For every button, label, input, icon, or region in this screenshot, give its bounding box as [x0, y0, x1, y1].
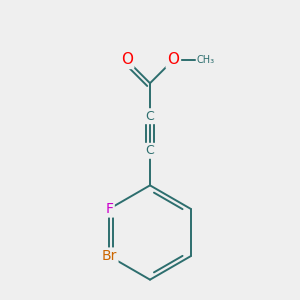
Text: F: F [105, 202, 113, 216]
Text: C: C [146, 110, 154, 123]
Text: CH₃: CH₃ [197, 55, 215, 65]
Text: Br: Br [101, 249, 117, 263]
Text: O: O [121, 52, 133, 68]
Text: C: C [146, 144, 154, 157]
Text: O: O [167, 52, 179, 68]
